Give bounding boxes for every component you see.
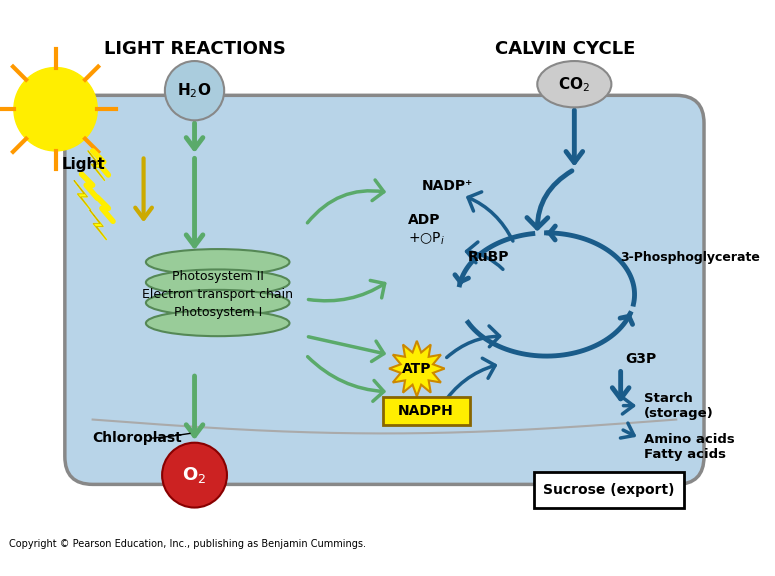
Text: ATP: ATP	[402, 362, 432, 376]
Circle shape	[165, 61, 224, 120]
Ellipse shape	[146, 249, 290, 275]
FancyBboxPatch shape	[65, 95, 704, 484]
Text: +$\mathregular{\bigcirc}$P$_i$: +$\mathregular{\bigcirc}$P$_i$	[408, 231, 445, 247]
Text: Sucrose (export): Sucrose (export)	[542, 483, 674, 497]
Polygon shape	[88, 151, 105, 180]
Text: Chloroplast: Chloroplast	[93, 431, 182, 445]
Text: NADPH: NADPH	[398, 404, 454, 418]
Text: Copyright © Pearson Education, Inc., publishing as Benjamin Cummings.: Copyright © Pearson Education, Inc., pub…	[9, 539, 367, 550]
Text: Light: Light	[61, 157, 105, 172]
Text: CALVIN CYCLE: CALVIN CYCLE	[495, 40, 636, 58]
Ellipse shape	[146, 270, 290, 295]
Text: LIGHT REACTIONS: LIGHT REACTIONS	[104, 40, 285, 58]
Text: H$_2$O: H$_2$O	[177, 81, 212, 100]
Polygon shape	[90, 210, 106, 240]
Text: Starch
(storage): Starch (storage)	[644, 392, 714, 420]
Text: Photosystem II
Electron transport chain
Photosystem I: Photosystem II Electron transport chain …	[142, 270, 293, 319]
Ellipse shape	[146, 290, 290, 316]
Text: G3P: G3P	[625, 353, 656, 366]
FancyBboxPatch shape	[535, 472, 684, 507]
Ellipse shape	[537, 61, 611, 107]
Text: O$_2$: O$_2$	[182, 465, 207, 485]
Text: NADP⁺: NADP⁺	[422, 179, 473, 193]
Circle shape	[162, 443, 227, 507]
Text: ADP: ADP	[408, 213, 440, 228]
Text: CO$_2$: CO$_2$	[558, 75, 591, 93]
Polygon shape	[74, 180, 91, 210]
Text: 3-Phosphoglycerate: 3-Phosphoglycerate	[621, 251, 760, 264]
FancyBboxPatch shape	[383, 397, 470, 425]
Ellipse shape	[146, 310, 290, 336]
Text: Amino acids
Fatty acids: Amino acids Fatty acids	[644, 433, 735, 461]
Circle shape	[14, 67, 98, 151]
Text: RuBP: RuBP	[468, 251, 509, 264]
Polygon shape	[389, 341, 445, 396]
